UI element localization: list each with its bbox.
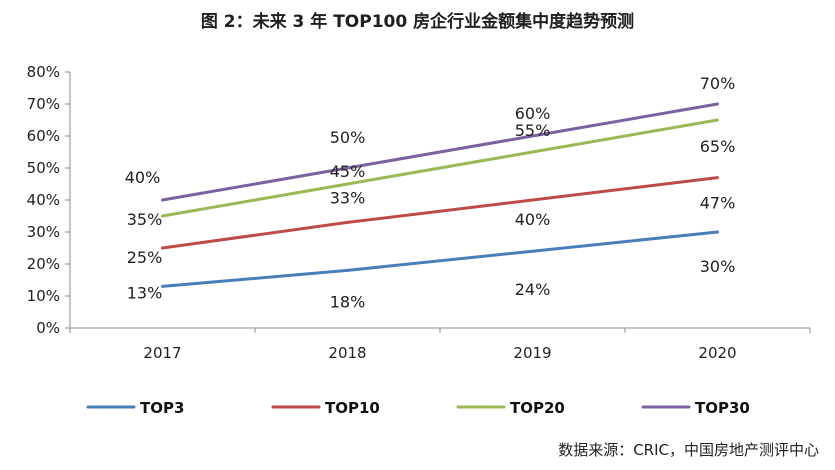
data-label-top3: 13% [127,283,163,302]
data-label-top20: 45% [330,162,366,181]
legend-label-top3: TOP3 [140,399,184,417]
legend-label-top10: TOP10 [325,399,380,417]
y-tick-label: 0% [36,319,60,337]
series-line-top3 [161,230,719,288]
series-lines [161,102,719,288]
y-tick-label: 60% [27,127,60,145]
data-label-top30: 40% [125,168,161,187]
legend-label-top20: TOP20 [510,399,565,417]
data-label-top3: 24% [515,280,551,299]
source-note: 数据来源：CRIC，中国房地产测评中心 [558,441,819,459]
legend-label-top30: TOP30 [695,399,750,417]
series-line-top20 [161,118,719,218]
data-label-top10: 40% [515,210,551,229]
series-line-top10 [161,176,719,250]
legend: TOP3 TOP10 TOP20 TOP30 [86,399,750,417]
data-label-top20: 55% [515,121,551,140]
data-label-top3: 30% [700,257,736,276]
x-tick-label: 2019 [513,344,551,362]
y-tick-label: 10% [27,287,60,305]
data-labels: 13% 18% 24% 30% 25% 33% 40% 47% 35% 45% 55% 65% 40% 5… [125,74,736,311]
x-tick-label: 2017 [143,344,181,362]
data-label-top30: 70% [700,74,736,93]
chart-title: 图 2：未来 3 年 TOP100 房企行业金额集中度趋势预测 [200,12,635,32]
y-tick-label: 80% [27,63,60,81]
data-label-top30: 60% [515,104,551,123]
axes: 0% 10% 20% 30% 40% 50% 60% 70% 80% 2017 2018 2019 20… [27,63,811,362]
data-label-top20: 65% [700,137,736,156]
data-label-top10: 33% [330,188,366,207]
y-tick-label: 30% [27,223,60,241]
data-label-top10: 25% [127,248,163,267]
y-tick-label: 70% [27,95,60,113]
series-line-top30 [161,102,719,202]
x-tick-label: 2020 [698,344,736,362]
data-label-top10: 47% [700,194,736,213]
data-label-top30: 50% [330,128,366,147]
x-tick-label: 2018 [328,344,366,362]
data-label-top3: 18% [330,292,366,311]
y-tick-label: 40% [27,191,60,209]
data-label-top20: 35% [127,210,163,229]
y-tick-label: 20% [27,255,60,273]
y-tick-label: 50% [27,159,60,177]
